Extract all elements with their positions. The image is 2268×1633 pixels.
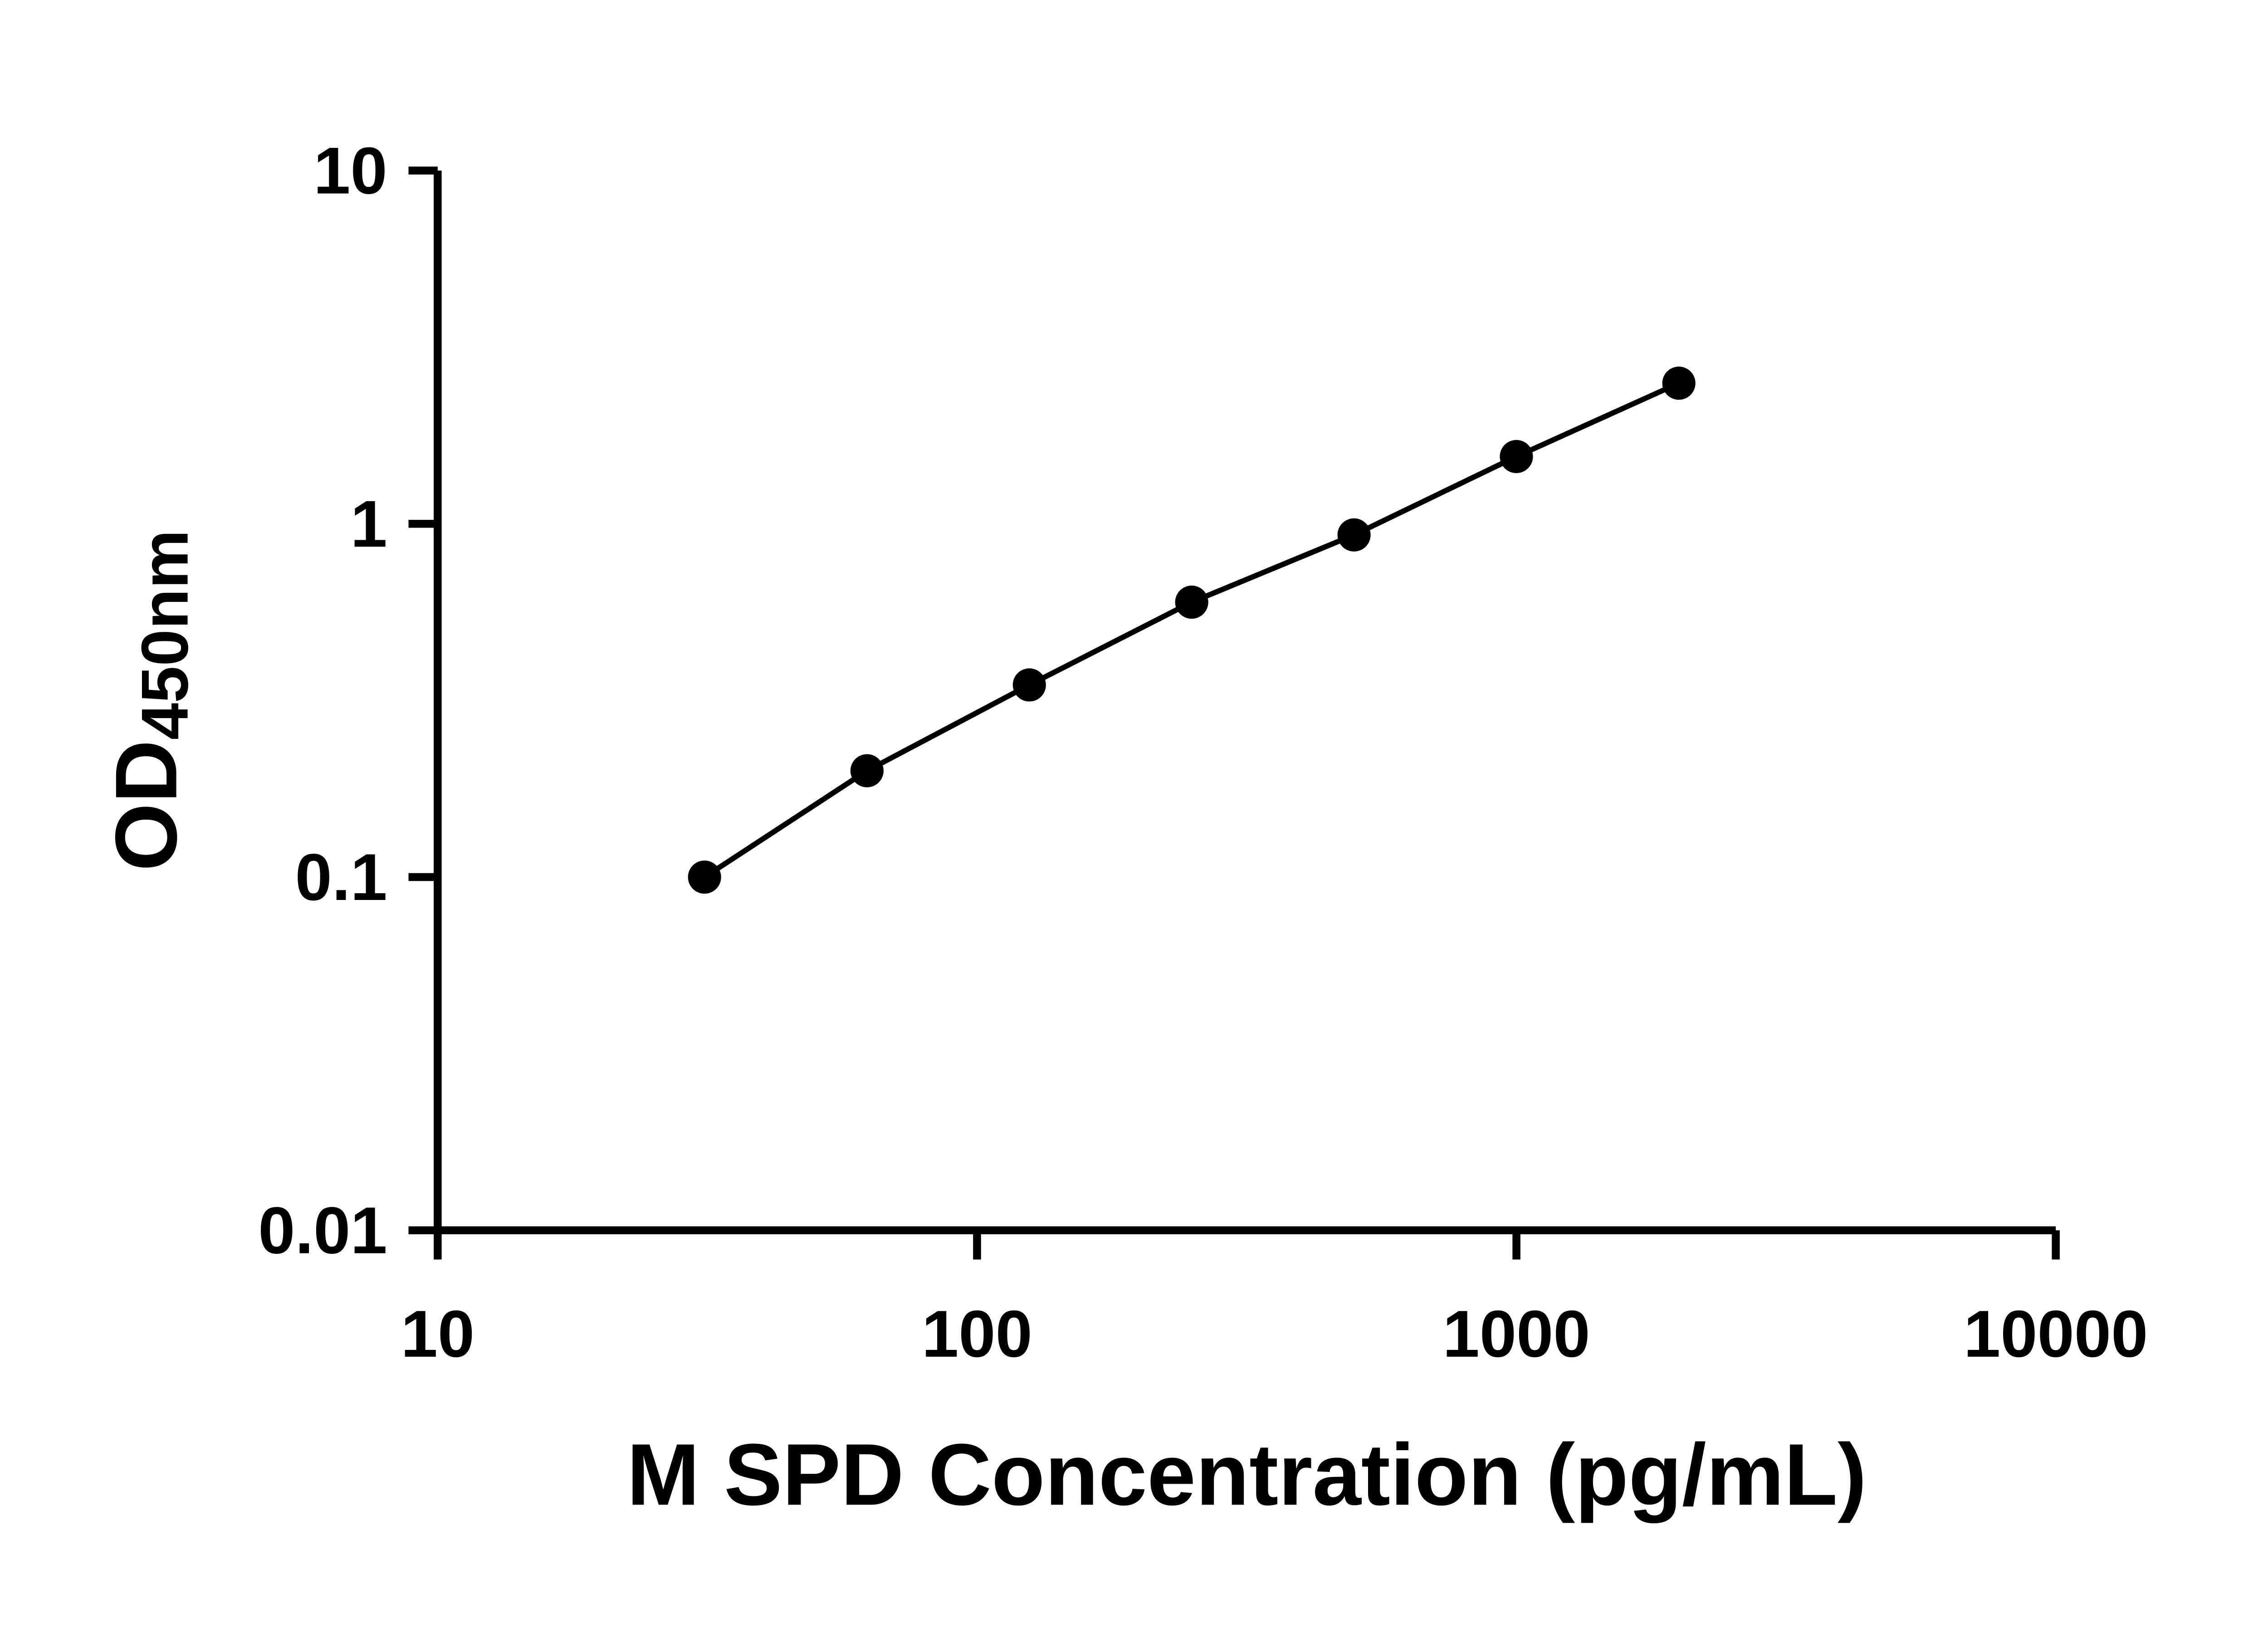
y-tick-label: 1 [350,487,387,561]
data-point [850,754,884,787]
y-tick-label: 0.1 [295,840,387,914]
data-point [688,861,721,894]
axis-lines [434,171,2056,1235]
x-tick-label: 100 [922,1297,1032,1371]
data-point [1662,367,1696,400]
x-tick-label: 10 [401,1297,475,1371]
data-point [1012,668,1046,702]
y-axis-title-main: OD [97,740,195,871]
x-axis-title: M SPD Concentration (pg/mL) [627,1425,1867,1523]
y-axis-title-subscript: 450nm [127,530,201,740]
x-tick-label: 10000 [1964,1297,2148,1371]
x-tick-label: 1000 [1442,1297,1590,1371]
y-tick-label: 10 [313,134,387,208]
y-tick-label: 0.01 [258,1193,387,1267]
data-point [1337,518,1371,552]
data-point [1175,585,1208,619]
data-point [1500,440,1533,473]
y-axis-title: OD450nm [97,530,201,871]
